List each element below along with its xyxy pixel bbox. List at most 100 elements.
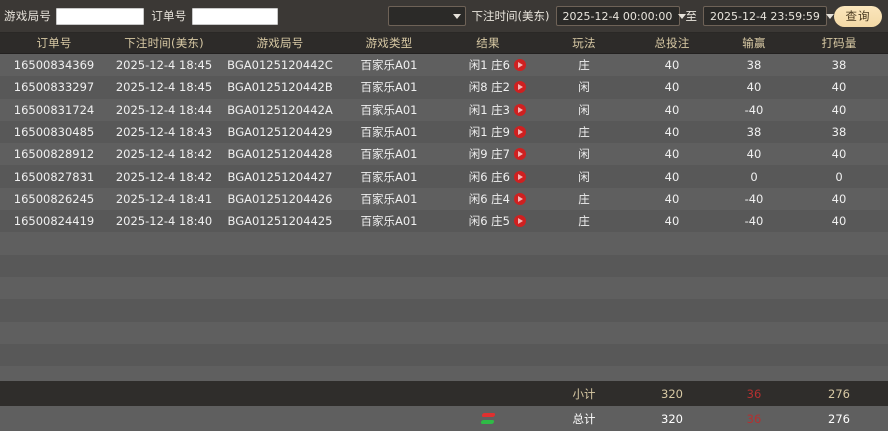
play-icon[interactable]: [514, 59, 526, 72]
subtotal-total-bet: 320: [661, 386, 683, 401]
bet-time-label: 下注时间(美东): [471, 9, 550, 23]
result-text: 闲8 庄2: [468, 80, 510, 95]
result-text: 闲6 庄6: [468, 169, 510, 184]
cell-wash: 40: [831, 102, 847, 117]
cell-game-type: 百家乐A01: [360, 147, 418, 162]
cell-wash: 40: [831, 191, 847, 206]
result-text: 闲6 庄5: [468, 214, 510, 229]
column-header-wash: 打码量: [821, 36, 857, 50]
column-header-bet-time: 下注时间(美东): [124, 36, 204, 50]
cell-play: 闲: [578, 147, 590, 162]
cell-order-no: 16500828912: [13, 147, 95, 162]
play-icon[interactable]: [514, 192, 526, 205]
table-row[interactable]: 16500828912 2025-12-4 18:42 BGA01251204428…: [0, 143, 888, 166]
cell-game-type: 百家乐A01: [360, 80, 418, 95]
cell-status: 已派彩: [884, 169, 888, 185]
cell-total-bet: 40: [664, 191, 680, 206]
empty-row: [0, 254, 888, 277]
cell-play: 庄: [578, 125, 590, 140]
cell-wash: 0: [835, 169, 843, 184]
cell-order-no: 16500834369: [13, 58, 95, 73]
subtotal-wash: 276: [828, 386, 850, 401]
cell-status: 已派彩: [884, 191, 888, 207]
play-icon[interactable]: [514, 215, 526, 228]
cell-win-loss: 38: [746, 125, 762, 140]
cell-status: 已派彩: [884, 102, 888, 118]
date-range-separator: 至: [685, 9, 698, 23]
cell-order-no: 16500827831: [13, 169, 95, 184]
cell-play: 庄: [578, 191, 590, 206]
cell-result: 闲9 庄7: [438, 146, 538, 162]
table-row[interactable]: 16500834369 2025-12-4 18:45 BGA0125120442C…: [0, 54, 888, 77]
cell-bet-time: 2025-12-4 18:45: [115, 58, 213, 73]
cell-wash: 40: [831, 147, 847, 162]
cell-game-round: BGA0125120442B: [227, 80, 333, 95]
total-label: 总计: [572, 411, 596, 426]
table-row[interactable]: 16500830485 2025-12-4 18:43 BGA01251204429…: [0, 120, 888, 144]
cell-result: 闲8 庄2: [438, 79, 538, 95]
cell-play: 庄: [578, 214, 590, 229]
date-to-value: 2025-12-4 23:59:59: [710, 9, 820, 23]
cell-game-type: 百家乐A01: [360, 125, 418, 140]
subtotal-win-loss: 36: [746, 386, 762, 401]
table-row[interactable]: 16500827831 2025-12-4 18:42 BGA01251204427…: [0, 165, 888, 188]
cell-play: 闲: [578, 102, 590, 117]
cell-status: 已派彩: [884, 57, 888, 73]
game-round-label: 游戏局号: [4, 9, 52, 23]
cell-wash: 38: [831, 125, 847, 140]
table-row[interactable]: 16500826245 2025-12-4 18:41 BGA01251204426…: [0, 187, 888, 211]
table-row[interactable]: 16500833297 2025-12-4 18:45 BGA0125120442B…: [0, 76, 888, 99]
cell-game-type: 百家乐A01: [360, 214, 418, 229]
cell-play: 庄: [578, 58, 590, 73]
play-icon[interactable]: [514, 103, 526, 116]
cell-bet-time: 2025-12-4 18:40: [115, 214, 213, 229]
cell-order-no: 16500831724: [13, 102, 95, 117]
cell-game-round: BGA01251204427: [227, 169, 333, 184]
play-icon[interactable]: [514, 148, 526, 161]
cell-game-round: BGA01251204426: [227, 191, 333, 206]
filter-select[interactable]: [387, 6, 466, 26]
cell-win-loss: -40: [744, 102, 764, 117]
cell-game-type: 百家乐A01: [360, 58, 418, 73]
cell-total-bet: 40: [664, 169, 680, 184]
cell-bet-time: 2025-12-4 18:45: [115, 80, 213, 95]
total-wash: 276: [828, 411, 850, 426]
table-header: 订单号 下注时间(美东) 游戏局号 游戏类型 结果 玩法 总投注 输赢 打码量 …: [0, 33, 888, 54]
order-no-label: 订单号: [151, 9, 187, 23]
cell-win-loss: -40: [744, 191, 764, 206]
cell-win-loss: 40: [746, 80, 762, 95]
column-header-game-type: 游戏类型: [365, 36, 413, 50]
cell-result: 闲6 庄4: [438, 191, 538, 207]
cell-total-bet: 40: [664, 80, 680, 95]
empty-row: [0, 321, 888, 344]
query-button[interactable]: 查询: [834, 5, 882, 27]
date-from-select[interactable]: 2025-12-4 00:00:00: [555, 6, 687, 26]
play-icon[interactable]: [514, 170, 526, 183]
play-icon[interactable]: [514, 81, 526, 94]
table-body: 16500834369 2025-12-4 18:45 BGA0125120442C…: [0, 54, 888, 381]
cell-game-type: 百家乐A01: [360, 169, 418, 184]
column-header-result: 结果: [476, 36, 500, 50]
game-round-input[interactable]: [56, 7, 145, 25]
column-header-total-bet: 总投注: [654, 36, 690, 50]
table-row[interactable]: 16500824419 2025-12-4 18:40 BGA01251204425…: [0, 210, 888, 233]
result-text: 闲6 庄4: [468, 191, 510, 206]
cell-status: 已派彩: [884, 213, 888, 229]
play-icon[interactable]: [514, 126, 526, 139]
cell-bet-time: 2025-12-4 18:41: [115, 191, 213, 206]
cell-total-bet: 40: [664, 58, 680, 73]
subtotal-row: 小计 320 36 276: [0, 381, 888, 406]
chevron-down-icon: [678, 13, 687, 19]
cell-order-no: 16500826245: [13, 191, 95, 206]
result-text: 闲1 庄9: [468, 125, 510, 140]
cell-status: 已派彩: [884, 146, 888, 162]
filter-toolbar: 游戏局号 订单号 下注时间(美东) 2025-12-4 00:00:00 至 2…: [0, 0, 888, 33]
order-no-input[interactable]: [191, 7, 278, 25]
table-row[interactable]: 16500831724 2025-12-4 18:44 BGA0125120442A…: [0, 98, 888, 121]
cell-win-loss: 0: [750, 169, 758, 184]
column-header-order-no: 订单号: [36, 36, 72, 50]
date-to-select[interactable]: 2025-12-4 23:59:59: [703, 6, 834, 26]
column-header-game-round: 游戏局号: [256, 36, 304, 50]
total-row: 总计 320 36 276: [0, 406, 888, 431]
cell-order-no: 16500830485: [13, 125, 95, 140]
